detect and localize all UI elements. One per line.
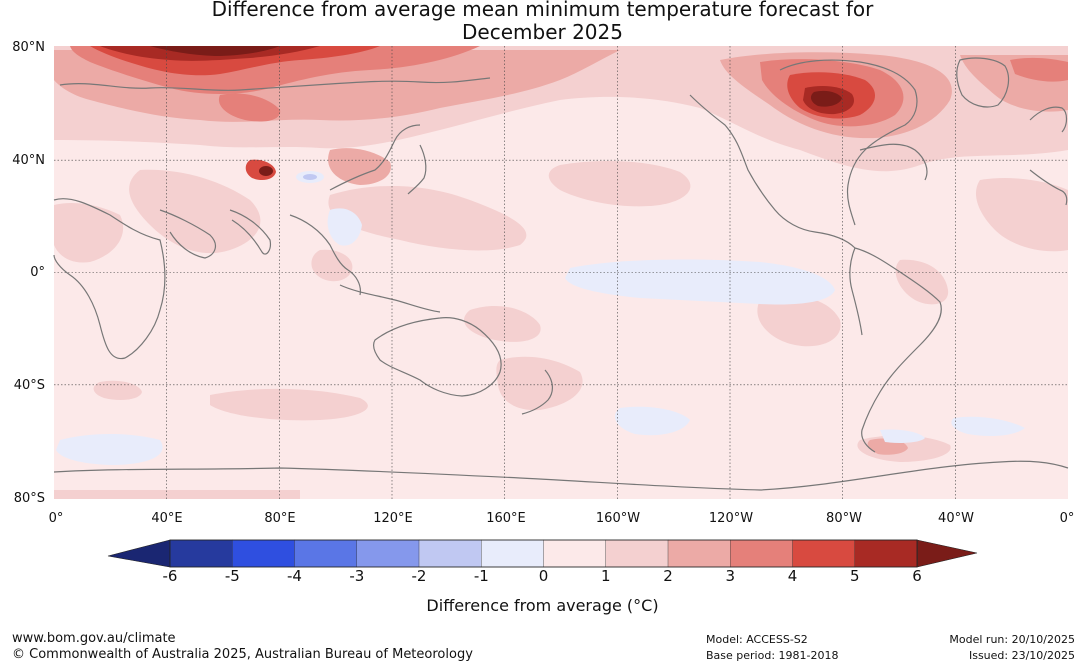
footer-model-run: Model run: 20/10/2025 bbox=[949, 633, 1075, 646]
colorbar-swatch bbox=[730, 539, 794, 568]
colorbar-tick: 1 bbox=[601, 567, 611, 585]
anomaly-band-minus-2-1 bbox=[303, 174, 317, 180]
chart-title: Difference from average mean minimum tem… bbox=[0, 0, 1085, 44]
colorbar-tick: 0 bbox=[538, 567, 549, 585]
title-line-1: Difference from average mean minimum tem… bbox=[211, 0, 874, 21]
lon-label-40w: 40°W bbox=[938, 511, 974, 526]
footer-copyright: © Commonwealth of Australia 2025, Austra… bbox=[12, 647, 473, 662]
colorbar-tick: -5 bbox=[224, 567, 240, 585]
lon-label-0-right: 0° bbox=[1059, 511, 1075, 526]
colorbar-tick: -3 bbox=[349, 567, 365, 585]
colorbar-swatch bbox=[232, 539, 296, 568]
lon-label-120e: 120°E bbox=[373, 511, 413, 526]
colorbar-tick: 6 bbox=[912, 567, 922, 585]
title-line-2: December 2025 bbox=[462, 20, 623, 44]
colorbar-swatch bbox=[481, 539, 545, 568]
lat-label-0: 0° bbox=[30, 265, 45, 280]
colorbar-tick: -1 bbox=[473, 567, 489, 585]
colorbar-under-arrow bbox=[107, 539, 171, 568]
anomaly-band-minus-1-0 bbox=[56, 171, 1025, 465]
colorbar-swatch bbox=[543, 539, 607, 568]
colorbar-label: Difference from average (°C) bbox=[426, 596, 659, 615]
colorbar-swatch bbox=[667, 539, 731, 568]
colorbar-tick: 5 bbox=[850, 567, 860, 585]
colorbar-tick: -6 bbox=[162, 567, 178, 585]
lon-label-80w: 80°W bbox=[826, 511, 862, 526]
lon-label-80e: 80°E bbox=[264, 511, 296, 526]
footer-base-period: Base period: 1981-2018 bbox=[706, 649, 839, 662]
colorbar-tick: -2 bbox=[411, 567, 427, 585]
lon-label-40e: 40°E bbox=[151, 511, 183, 526]
colorbar-tick: 3 bbox=[725, 567, 736, 585]
colorbar-swatch bbox=[792, 539, 856, 568]
colorbar-tick: 4 bbox=[787, 567, 798, 585]
colorbar-over-arrow bbox=[916, 539, 978, 568]
coastlines bbox=[53, 57, 1069, 491]
colorbar-swatch bbox=[418, 539, 482, 568]
colorbar-swatch bbox=[356, 539, 420, 568]
colorbar-swatch bbox=[605, 539, 669, 568]
lat-label-40n: 40°N bbox=[12, 153, 45, 168]
colorbar bbox=[107, 539, 978, 568]
colorbar-tick: -4 bbox=[287, 567, 302, 585]
lon-label-160e: 160°E bbox=[486, 511, 526, 526]
lat-label-80s: 80°S bbox=[13, 491, 45, 506]
graticule bbox=[54, 46, 1068, 499]
footer-model: Model: ACCESS-S2 bbox=[706, 633, 808, 646]
colorbar-swatch bbox=[294, 539, 358, 568]
anomaly-band-over-6 bbox=[150, 46, 842, 176]
lon-label-120w: 120°W bbox=[708, 511, 754, 526]
footer-issued: Issued: 23/10/2025 bbox=[968, 649, 1075, 662]
lon-label-0-left: 0° bbox=[48, 511, 64, 526]
lat-label-40s: 40°S bbox=[13, 378, 45, 393]
colorbar-swatch bbox=[169, 539, 233, 568]
colorbar-swatch bbox=[854, 539, 918, 568]
footer-website: www.bom.gov.au/climate bbox=[12, 631, 176, 646]
colorbar-tick: 2 bbox=[663, 567, 673, 585]
lat-label-80n: 80°N bbox=[12, 40, 45, 55]
lon-label-160w: 160°W bbox=[595, 511, 641, 526]
